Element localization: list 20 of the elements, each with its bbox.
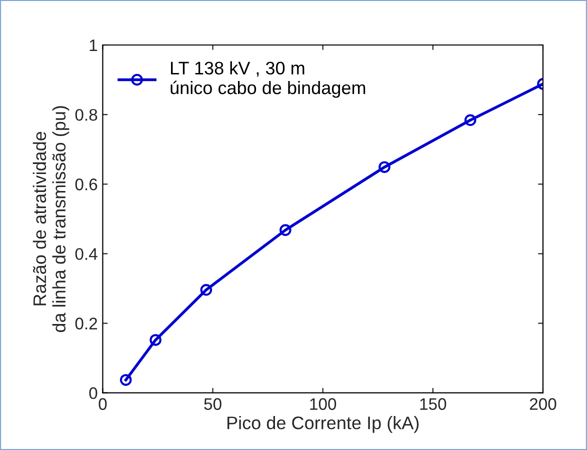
point: [200, 284, 212, 296]
point: [280, 224, 292, 236]
legend-label: LT 138 kV , 30 m único cabo de bindagem: [170, 61, 366, 98]
y-tick-label: 0.4: [75, 248, 98, 260]
point: [150, 334, 162, 346]
y-tick-label: 1: [90, 40, 98, 52]
y-tick-label: 0.6: [75, 178, 98, 190]
y-tick-label: 0: [89, 387, 98, 400]
point: [120, 374, 132, 386]
y-tick-label: 0.2: [75, 318, 98, 330]
x-tick-label: 200: [530, 398, 556, 410]
x-tick-label: 0: [98, 398, 107, 410]
point: [378, 161, 390, 173]
point: [464, 114, 476, 126]
y-axis-title: Razão de atratividade da linha de transmissão (pu): [32, 106, 70, 332]
x-tick-label: 150: [420, 398, 446, 410]
x-tick-label: 50: [204, 398, 222, 410]
y-tick-label: 0.8: [75, 108, 98, 121]
x-tick-label: 100: [310, 398, 336, 410]
x-axis-title: Pico de Corrente Ip (kA): [228, 416, 419, 433]
